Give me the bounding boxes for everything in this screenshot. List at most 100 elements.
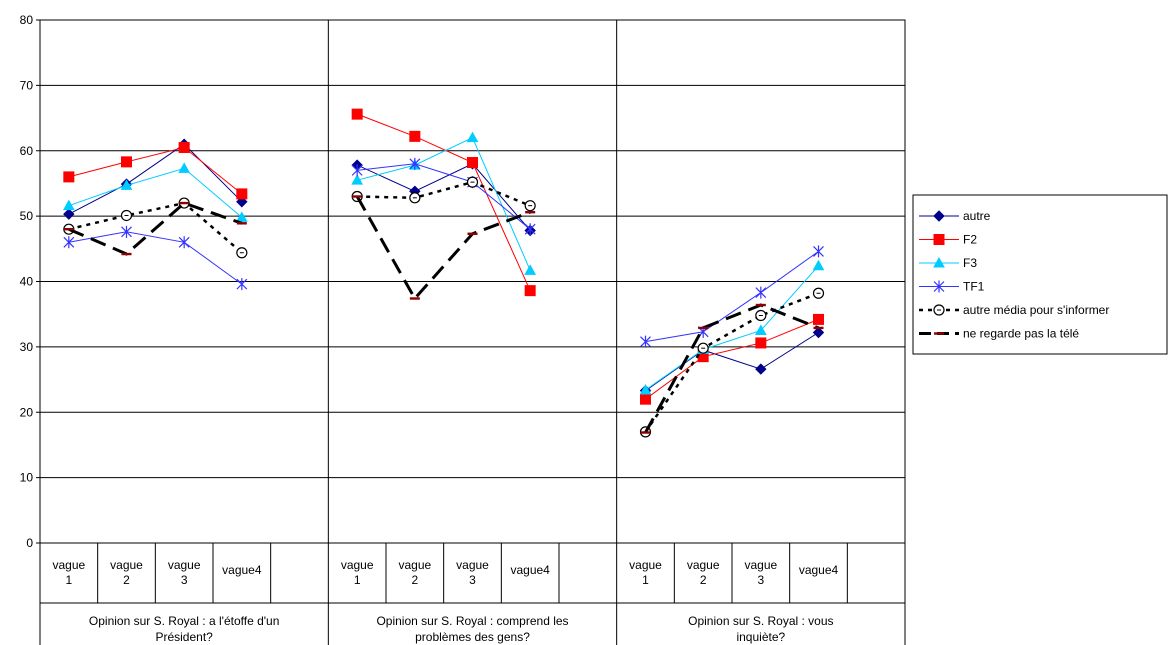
series-line [357,180,531,207]
legend-label: ne regarde pas la télé [963,327,1079,341]
x-tick-label: vague [629,558,662,572]
data-point [236,188,248,200]
series-line [644,303,820,434]
y-axis: 0 10 20 30 40 50 60 70 80 [20,13,40,550]
y-tick-label: 70 [20,78,34,92]
data-point [121,156,132,168]
legend-item: ne regarde pas la télé [919,327,1079,341]
legend-marker [933,304,945,316]
data-point [178,162,191,173]
data-point [812,259,825,271]
data-point [755,309,767,322]
data-point [235,211,248,222]
legend-item: TF1 [919,280,985,294]
x-tick-label: vague [52,558,85,572]
data-point [755,337,767,349]
series-line [645,250,819,343]
data-point [236,247,248,259]
data-point [466,131,479,143]
y-tick-label: 20 [20,405,34,419]
series-1 [63,108,824,405]
x-tick-label: 2 [123,573,130,587]
group-label: Opinion sur S. Royal : a l'étoffe d'un [89,614,279,628]
y-tick-label: 40 [20,275,34,289]
data-point [640,431,651,434]
data-point [63,171,75,183]
data-point [639,383,652,395]
series-line [68,146,243,195]
legend-marker [933,256,945,268]
data-point [409,130,421,142]
legend-box [912,194,1168,355]
data-point [467,157,478,169]
data-point [813,313,824,325]
data-point [697,342,709,354]
data-point [409,297,420,300]
data-point [62,199,75,211]
series-line [68,231,243,285]
series-line [644,292,819,433]
data-point [351,174,364,185]
legend-label: autre [963,209,991,223]
data-point [63,228,74,231]
series-line [357,113,531,291]
data-point [813,245,824,258]
group-label: Opinion sur S. Royal : comprend les [376,614,568,628]
series-line [68,201,243,254]
data-point [755,303,766,307]
data-point [178,141,190,153]
series-line [645,265,819,391]
data-point [524,285,536,297]
x-tick-label: 1 [354,573,361,587]
x-tick-label: vague [398,558,431,572]
x-tick-label: vague [168,558,201,572]
data-point [409,192,421,204]
data-point [813,326,824,330]
data-point [812,326,825,339]
x-tick-label: 3 [181,573,188,587]
x-tick-label: vague [341,558,374,572]
x-tick-label: vague4 [510,563,550,577]
group-label: Opinion sur S. Royal : vous [688,614,833,628]
group-label: Président? [155,630,213,644]
grid-lines [39,19,906,544]
plot-series [62,108,825,438]
x-tick-label: vague4 [222,563,262,577]
x-tick-label: 2 [700,573,707,587]
data-point [754,324,767,336]
legend-item: autre [919,209,991,223]
data-point [236,222,247,225]
data-point [466,176,479,188]
x-tick-label: vague4 [799,563,839,577]
x-tick-label: vague [456,558,489,572]
series-line [357,163,531,230]
legend-label: F3 [963,256,977,270]
data-point [351,108,363,120]
data-point [755,286,767,299]
data-point [120,179,133,190]
data-point [63,208,75,220]
legend-label: autre média pour s'informer [963,303,1109,317]
series-5 [63,195,824,434]
data-point [121,252,132,256]
legend-marker [933,210,945,222]
y-tick-label: 60 [20,144,34,158]
data-point [524,264,537,275]
y-tick-label: 50 [20,209,34,223]
data-point [409,157,421,170]
y-tick-label: 0 [26,536,33,550]
legend-marker [933,234,945,245]
x-tick-label: vague [744,558,777,572]
legend-item: autre média pour s'informer [919,303,1109,317]
data-point [236,278,248,291]
legend: autre F2 F3 TF1 autre média pour s'informer n… [912,194,1168,355]
data-point [352,195,363,198]
group-label: problèmes des gens? [415,630,530,644]
legend-label: TF1 [963,280,985,294]
legend-label: F2 [963,233,977,247]
data-point [640,393,651,405]
series-3 [63,157,824,348]
x-tick-label: 3 [757,573,764,587]
